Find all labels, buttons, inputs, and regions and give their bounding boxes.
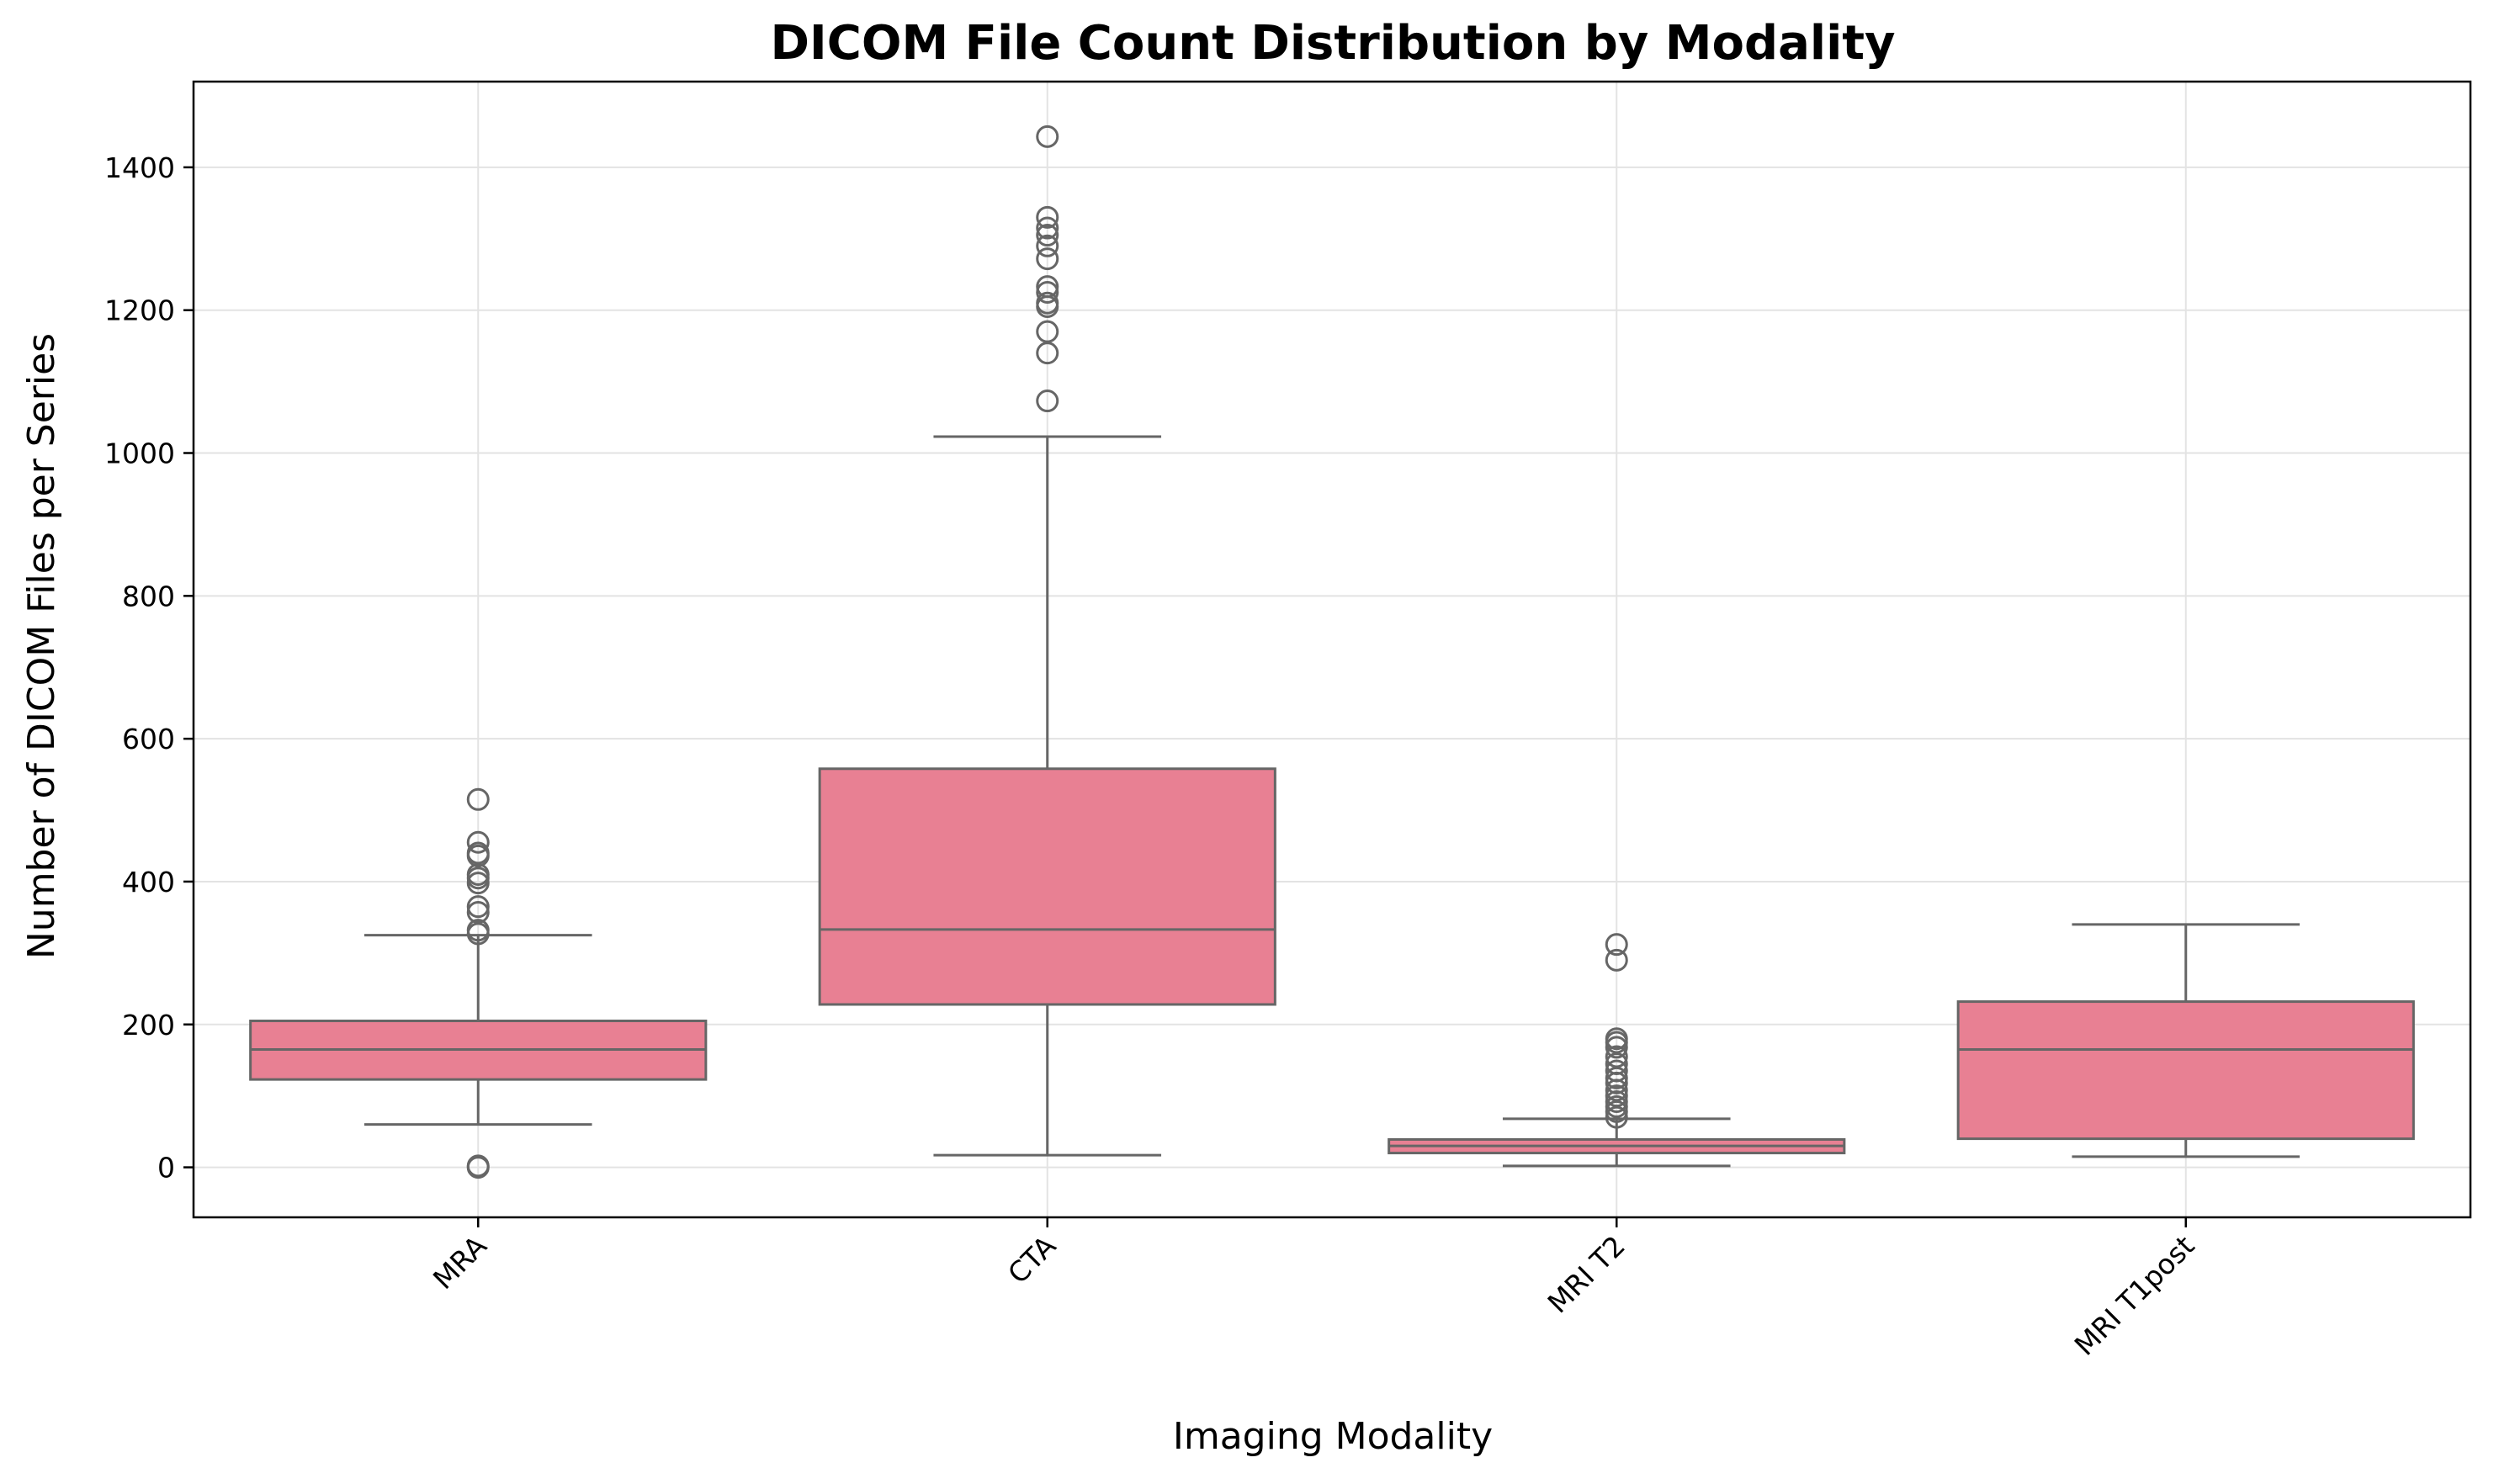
x-axis-label: Imaging Modality <box>1173 1415 1493 1458</box>
boxes <box>249 125 2415 1179</box>
outlier-point <box>1036 390 1059 413</box>
outlier-point <box>1605 1084 1628 1108</box>
x-tick-label: MRA <box>427 1229 493 1296</box>
outlier-point <box>1605 1089 1628 1113</box>
outlier-point <box>1605 1059 1628 1083</box>
box-mri-t1post <box>1956 923 2415 1158</box>
y-tick-label: 1200 <box>104 294 175 327</box>
box-mri-t2 <box>1388 933 1846 1168</box>
x-ticks: MRA CTA MRI T2 MRI T1post <box>427 1217 2200 1362</box>
outlier-point <box>1036 275 1059 299</box>
x-tick-label: CTA <box>1001 1229 1063 1291</box>
outlier-point <box>466 830 490 854</box>
y-ticks: 0 200 400 600 800 1000 1200 1400 <box>104 151 194 1185</box>
y-tick-label: 200 <box>122 1009 175 1041</box>
outlier-point <box>1605 933 1628 957</box>
box-iqr <box>1956 1000 2415 1141</box>
box-iqr <box>818 767 1276 1006</box>
box-cta <box>818 125 1276 1157</box>
outlier-point <box>466 1154 490 1178</box>
outlier-point <box>1605 1045 1628 1068</box>
outlier-point <box>1036 125 1059 148</box>
outlier-point <box>466 841 490 865</box>
y-tick-label: 800 <box>122 580 175 612</box>
outlier-point <box>1605 1027 1628 1051</box>
y-tick-label: 1400 <box>104 151 175 184</box>
outlier-point <box>1605 948 1628 972</box>
outlier-point <box>466 895 490 919</box>
outlier-point <box>466 919 490 942</box>
outlier-point <box>1036 205 1059 229</box>
y-tick-label: 600 <box>122 723 175 755</box>
outlier-point <box>1036 320 1059 343</box>
outlier-point <box>1036 224 1059 247</box>
y-tick-label: 1000 <box>104 437 175 470</box>
y-tick-label: 400 <box>122 866 175 898</box>
outlier-point <box>1036 247 1059 271</box>
outlier-point <box>1036 291 1059 315</box>
outlier-point <box>1036 280 1059 304</box>
box-mra <box>249 787 708 1179</box>
x-tick-label: MRI T1post <box>2068 1229 2201 1362</box>
chart-title: DICOM File Count Distribution by Modalit… <box>770 16 1895 71</box>
y-tick-label: 0 <box>157 1152 175 1185</box>
outlier-point <box>466 900 490 924</box>
outlier-point <box>1036 216 1059 240</box>
outlier-point <box>1036 234 1059 257</box>
outlier-point <box>466 787 490 811</box>
y-axis-label: Number of DICOM Files per Series <box>20 333 63 959</box>
x-tick-label: MRI T2 <box>1542 1229 1632 1319</box>
plot-frame <box>192 80 2472 1219</box>
